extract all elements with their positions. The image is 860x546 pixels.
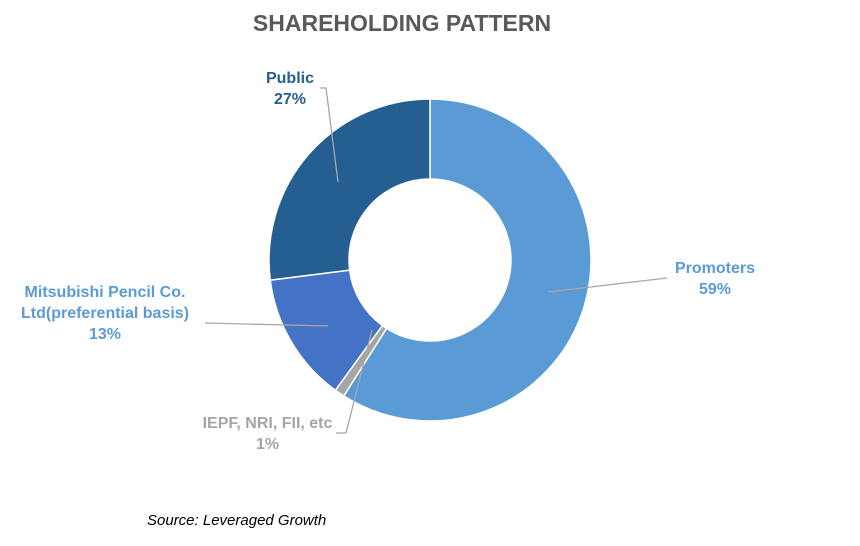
slice-label: Public 27% <box>240 68 340 110</box>
value-label: 13% <box>88 326 122 343</box>
value-label: 59% <box>698 281 732 298</box>
donut-slice <box>342 98 592 422</box>
chart-title: SHAREHOLDING PATTERN <box>252 10 552 36</box>
leader-line <box>336 329 373 434</box>
slice-label: Promoters 59% <box>655 258 775 300</box>
leader-line <box>320 87 339 183</box>
value-label: 1% <box>255 436 280 453</box>
donut-slice <box>268 98 431 282</box>
leader-line <box>547 277 668 293</box>
slice-label: IEPF, NRI, FII, etc 1% <box>160 413 375 455</box>
leader-line <box>204 322 329 327</box>
slice-label: Mitsubishi Pencil Co. Ltd(preferential b… <box>0 282 210 345</box>
source-note: Source: Leveraged Growth <box>147 512 327 529</box>
category-label: Mitsubishi Pencil Co. Ltd(preferential b… <box>20 284 190 322</box>
category-label: Public <box>265 70 314 87</box>
category-label: Promoters <box>674 260 756 277</box>
category-label: IEPF, NRI, FII, etc <box>202 415 333 432</box>
value-label: 27% <box>273 91 307 108</box>
